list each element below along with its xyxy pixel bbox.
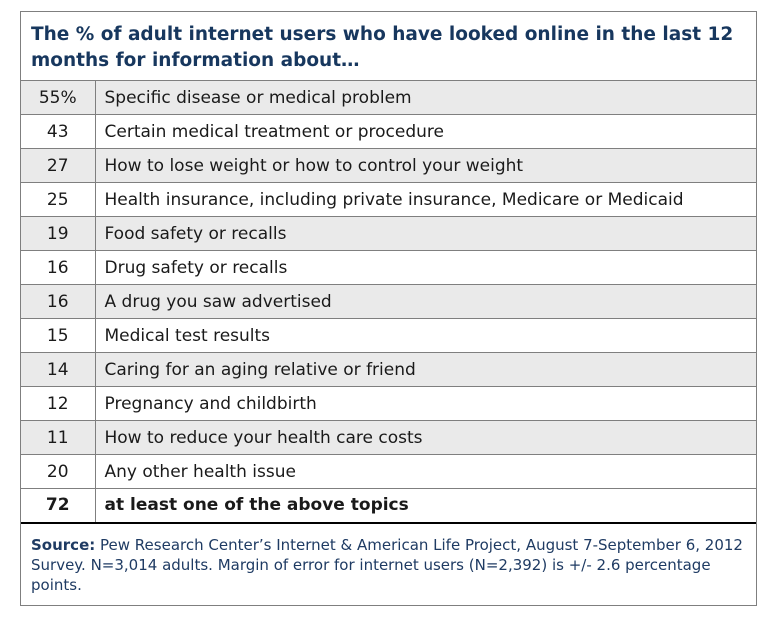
row-label: Any other health issue bbox=[95, 454, 756, 489]
table-row: 27 How to lose weight or how to control y… bbox=[21, 148, 756, 183]
row-value: 25 bbox=[21, 182, 96, 217]
row-value: 27 bbox=[21, 148, 96, 183]
table-row: 15 Medical test results bbox=[21, 318, 756, 353]
source-label: Source: bbox=[31, 536, 96, 554]
row-value: 55% bbox=[21, 80, 96, 115]
row-value: 12 bbox=[21, 386, 96, 421]
row-value: 19 bbox=[21, 216, 96, 251]
total-row: 72 at least one of the above topics bbox=[21, 488, 756, 524]
table-row: 55% Specific disease or medical problem bbox=[21, 80, 756, 115]
row-label: Pregnancy and childbirth bbox=[95, 386, 756, 421]
row-value: 20 bbox=[21, 454, 96, 489]
row-label: Certain medical treatment or procedure bbox=[95, 114, 756, 149]
row-label: Medical test results bbox=[95, 318, 756, 353]
row-label: Drug safety or recalls bbox=[95, 250, 756, 285]
table-row: 14 Caring for an aging relative or friend bbox=[21, 352, 756, 387]
total-label: at least one of the above topics bbox=[95, 488, 756, 524]
table-card: The % of adult internet users who have l… bbox=[20, 11, 757, 606]
row-label: Food safety or recalls bbox=[95, 216, 756, 251]
table-row: 11 How to reduce your health care costs bbox=[21, 420, 756, 455]
row-label: A drug you saw advertised bbox=[95, 284, 756, 319]
data-table: 55% Specific disease or medical problem 43… bbox=[21, 80, 756, 524]
row-label: Caring for an aging relative or friend bbox=[95, 352, 756, 387]
row-value: 15 bbox=[21, 318, 96, 353]
row-label: How to reduce your health care costs bbox=[95, 420, 756, 455]
data-table-body: 55% Specific disease or medical problem 43… bbox=[21, 80, 756, 524]
table-row: 16 A drug you saw advertised bbox=[21, 284, 756, 319]
table-row: 43 Certain medical treatment or procedure bbox=[21, 114, 756, 149]
source-note: Source: Pew Research Center’s Internet &… bbox=[31, 535, 753, 595]
table-row: 25 Health insurance, including private in… bbox=[21, 182, 756, 217]
row-value: 43 bbox=[21, 114, 96, 149]
table-title: The % of adult internet users who have l… bbox=[31, 24, 734, 71]
row-value: 16 bbox=[21, 284, 96, 319]
row-label: How to lose weight or how to control you… bbox=[95, 148, 756, 183]
row-value: 16 bbox=[21, 250, 96, 285]
row-label: Health insurance, including private insu… bbox=[95, 182, 756, 217]
row-value: 11 bbox=[21, 420, 96, 455]
table-row: 16 Drug safety or recalls bbox=[21, 250, 756, 285]
row-value: 14 bbox=[21, 352, 96, 387]
row-label: Specific disease or medical problem bbox=[95, 80, 756, 115]
table-row: 19 Food safety or recalls bbox=[21, 216, 756, 251]
source-text: Pew Research Center’s Internet & America… bbox=[31, 536, 743, 594]
table-row: 20 Any other health issue bbox=[21, 454, 756, 489]
total-value: 72 bbox=[21, 488, 96, 524]
table-row: 12 Pregnancy and childbirth bbox=[21, 386, 756, 421]
